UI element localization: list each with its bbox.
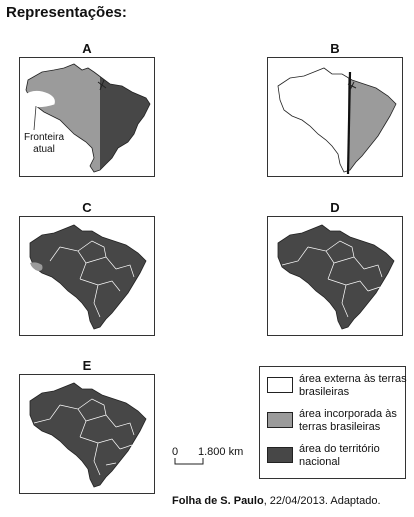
source-rest: , 22/04/2013. Adaptado. bbox=[263, 495, 381, 507]
state-borders-e bbox=[33, 398, 135, 476]
map-d bbox=[277, 224, 395, 330]
map-b bbox=[277, 67, 397, 175]
annotation-fronteira-atual: Fronteira atual bbox=[22, 132, 66, 156]
state-borders-d bbox=[281, 240, 383, 318]
legend-label-territory: área do território nacional bbox=[299, 443, 380, 468]
territory-area-a bbox=[100, 64, 150, 172]
legend-label-external: área externa às terras brasileiras bbox=[299, 373, 407, 398]
state-borders-c bbox=[49, 240, 135, 318]
panel-label-c: C bbox=[82, 200, 92, 215]
territory-area-d bbox=[277, 224, 395, 330]
legend-label-incorporated: área incorporada às terras brasileiras bbox=[299, 408, 397, 433]
map-legend: área externa às terras brasileiras área … bbox=[259, 366, 407, 479]
map-panel-c bbox=[19, 216, 155, 336]
map-e bbox=[29, 382, 147, 488]
map-c bbox=[29, 224, 147, 330]
scale-bar: 0 1.800 km bbox=[172, 446, 244, 465]
panel-label-d: D bbox=[330, 200, 340, 215]
incorporated-area-c bbox=[30, 262, 43, 271]
external-patch-a bbox=[23, 90, 55, 108]
source-citation: Folha de S. Paulo, 22/04/2013. Adaptado. bbox=[172, 495, 381, 507]
map-panel-a: Fronteira atual bbox=[19, 57, 155, 177]
map-panel-d bbox=[267, 216, 403, 336]
panel-label-a: A bbox=[82, 41, 92, 56]
page-heading: Representações: bbox=[6, 4, 127, 21]
panel-label-e: E bbox=[82, 358, 92, 373]
map-panel-e bbox=[19, 374, 155, 494]
annotation-leader-a bbox=[33, 105, 37, 131]
incorporated-area-b bbox=[348, 68, 396, 172]
map-panel-b bbox=[267, 57, 403, 177]
legend-swatch-incorporated bbox=[267, 412, 293, 428]
scale-line bbox=[174, 458, 204, 465]
territory-area-e bbox=[29, 382, 147, 488]
tordesilhas-line-b bbox=[346, 71, 352, 175]
legend-swatch-external bbox=[267, 377, 293, 393]
panel-label-b: B bbox=[330, 41, 340, 56]
legend-swatch-territory bbox=[267, 447, 293, 463]
incorporated-area-a bbox=[26, 64, 100, 172]
outline-a bbox=[25, 63, 151, 173]
map-a bbox=[23, 63, 151, 173]
territory-area-c bbox=[29, 224, 147, 330]
scale-distance: 1.800 km bbox=[198, 446, 244, 458]
outline-b bbox=[277, 67, 397, 173]
scale-zero: 0 bbox=[172, 446, 179, 458]
source-publication: Folha de S. Paulo bbox=[172, 495, 264, 507]
